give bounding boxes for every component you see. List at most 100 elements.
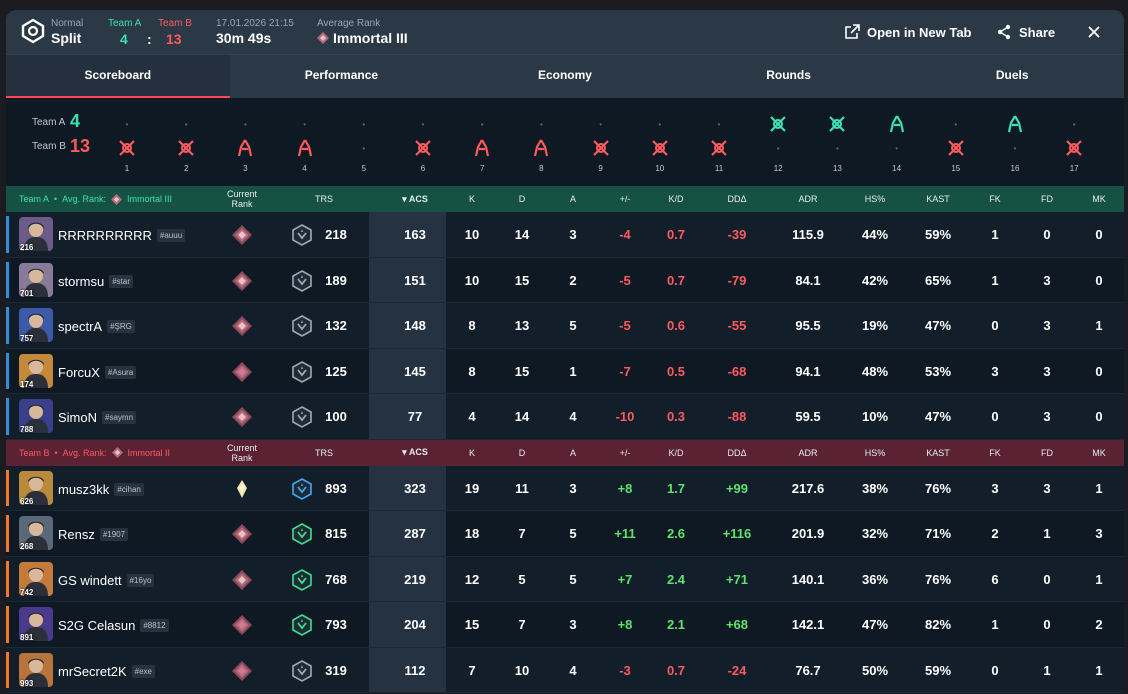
player-row[interactable]: 216 RRRRRRRRRR #auuu 218 163 10 14 3 -4 0.7 -39 115… — [6, 212, 1124, 258]
column-header[interactable]: Current Rank — [217, 443, 267, 463]
agent-avatar[interactable] — [19, 262, 53, 297]
column-label: K — [468, 447, 475, 458]
tab-performance[interactable]: Performance — [304, 68, 379, 82]
tab-rounds[interactable]: Rounds — [766, 68, 811, 82]
round-column[interactable]: • 9 — [589, 112, 613, 173]
stat-kd: 2.1 — [666, 617, 686, 632]
column-header[interactable]: FD — [1032, 194, 1062, 204]
agent-avatar[interactable] — [19, 470, 53, 505]
player-name[interactable]: ForcuX — [58, 364, 100, 380]
column-header[interactable]: TRS — [304, 194, 344, 204]
round-column[interactable]: • 7 — [470, 112, 494, 173]
agent-avatar[interactable] — [19, 561, 53, 596]
player-row[interactable]: 742 GS windett #16yo 768 219 12 5 5 +7 2.4 +71 140.… — [6, 556, 1124, 602]
column-header[interactable]: FK — [980, 194, 1010, 204]
empty-round-dot: • — [658, 119, 662, 129]
elimination-icon — [652, 140, 668, 156]
player-row[interactable]: 268 Rensz #1907 815 287 18 7 5 +11 2.6 +116 201.9 32… — [6, 511, 1124, 557]
player-row[interactable]: 701 stormsu #star 189 151 10 15 2 -5 0.7 -79 84.1 42… — [6, 257, 1124, 303]
column-header[interactable]: HS% — [855, 448, 895, 458]
player-name[interactable]: musz3kk — [58, 481, 110, 497]
player-name[interactable]: S2G Celasun — [58, 618, 136, 633]
round-column[interactable]: • 16 — [1003, 112, 1027, 173]
round-column[interactable]: • 17 — [1062, 112, 1086, 173]
player-name[interactable]: stormsu — [58, 273, 105, 289]
column-header[interactable]: KAST — [918, 448, 958, 458]
player-name[interactable]: SimoN — [58, 410, 98, 425]
column-header[interactable]: HS% — [855, 194, 895, 204]
column-header[interactable]: K — [457, 448, 487, 458]
open-new-tab-button[interactable]: Open in New Tab — [844, 10, 972, 54]
empty-round-dot: • — [184, 119, 188, 129]
agent-avatar[interactable] — [19, 308, 53, 342]
agent-portrait-icon — [24, 567, 48, 596]
round-column[interactable]: • 2 — [174, 112, 198, 173]
agent-portrait-icon — [24, 222, 48, 251]
player-row[interactable]: 626 musz3kk #cihan 893 323 19 11 3 +8 1.7 +99 217.6… — [6, 465, 1124, 511]
stat-adr: 115.9 — [792, 227, 824, 242]
round-column[interactable]: • 6 — [411, 112, 435, 173]
agent-avatar[interactable] — [19, 652, 53, 687]
player-row[interactable]: 993 mrSecret2K #exe 319 112 7 10 4 -3 0.7 -24 76.7 5… — [6, 647, 1124, 693]
round-column[interactable]: • 12 — [766, 112, 790, 173]
share-button[interactable]: Share — [996, 10, 1055, 54]
player-row[interactable]: 891 S2G Celasun #8812 793 204 15 7 3 +8 2.1 +68 142… — [6, 602, 1124, 648]
column-header[interactable]: DDΔ — [712, 194, 762, 204]
player-row[interactable]: 788 SimoN #saymn 100 77 4 14 4 -10 0.3 -88 59.5 10% 4… — [6, 394, 1124, 440]
round-column[interactable]: • 1 — [115, 112, 139, 173]
column-header[interactable]: ▾ ACS — [395, 447, 435, 458]
stat-hs: 38% — [861, 480, 889, 496]
player-row[interactable]: 757 spectrA #ŞRG 132 148 8 13 5 -5 0.6 -55 95.5 19% 4… — [6, 303, 1124, 349]
column-header[interactable]: ADR — [783, 448, 833, 458]
column-header[interactable]: FD — [1032, 448, 1062, 458]
player-name[interactable]: spectrA — [58, 319, 103, 334]
column-header[interactable]: FK — [980, 448, 1010, 458]
empty-round-dot: • — [243, 119, 247, 129]
column-header[interactable]: TRS — [304, 448, 344, 458]
player-row[interactable]: 174 ForcuX #Asura 125 145 8 15 1 -7 0.5 -68 94.1 48%… — [6, 348, 1124, 394]
close-button[interactable] — [1087, 10, 1101, 54]
column-header[interactable]: A — [558, 448, 588, 458]
column-header[interactable]: K — [457, 194, 487, 204]
round-column[interactable]: • 10 — [648, 112, 672, 173]
column-header[interactable]: +/- — [605, 194, 645, 204]
column-header[interactable]: D — [507, 194, 537, 204]
timeline-team-a-label: Team A — [32, 117, 66, 128]
round-column[interactable]: • • 5 — [352, 112, 376, 174]
round-column[interactable]: • 14 — [885, 112, 909, 173]
round-column[interactable]: • 3 — [233, 112, 257, 173]
tab-economy[interactable]: Economy — [537, 68, 592, 82]
player-name[interactable]: Rensz — [58, 527, 95, 542]
round-column[interactable]: • 4 — [293, 112, 317, 173]
column-header[interactable]: Current Rank — [217, 189, 267, 209]
tab-duels[interactable]: Duels — [995, 68, 1029, 82]
agent-avatar[interactable] — [19, 217, 53, 251]
column-header[interactable]: ADR — [783, 194, 833, 204]
agent-avatar[interactable] — [19, 516, 53, 550]
tab-scoreboard[interactable]: Scoreboard — [6, 55, 230, 98]
stat-fk: 3 — [991, 363, 999, 379]
column-header[interactable]: KAST — [918, 194, 958, 204]
column-header[interactable]: K/D — [656, 448, 696, 458]
player-name[interactable]: mrSecret2K — [58, 663, 127, 679]
agent-avatar[interactable] — [19, 399, 53, 433]
agent-avatar[interactable] — [19, 353, 53, 388]
stat-hs: 36% — [861, 571, 889, 587]
round-column[interactable]: • 11 — [707, 112, 731, 173]
round-column[interactable]: • 13 — [825, 112, 849, 173]
round-column[interactable]: • 8 — [529, 112, 553, 173]
column-header[interactable]: ▾ ACS — [395, 194, 435, 205]
column-header[interactable]: A — [558, 194, 588, 204]
column-header[interactable]: K/D — [656, 194, 696, 204]
column-header[interactable]: +/- — [605, 448, 645, 458]
stat-k: 10 — [464, 272, 480, 288]
round-column[interactable]: • 15 — [944, 112, 968, 173]
column-header[interactable]: MK — [1084, 194, 1114, 204]
column-header[interactable]: DDΔ — [712, 448, 762, 458]
column-header[interactable]: MK — [1084, 448, 1114, 458]
player-name[interactable]: GS windett — [58, 572, 122, 588]
agent-avatar[interactable] — [19, 607, 53, 641]
acs-highlight — [369, 257, 446, 302]
column-header[interactable]: D — [507, 448, 537, 458]
player-name[interactable]: RRRRRRRRRR — [58, 228, 152, 243]
